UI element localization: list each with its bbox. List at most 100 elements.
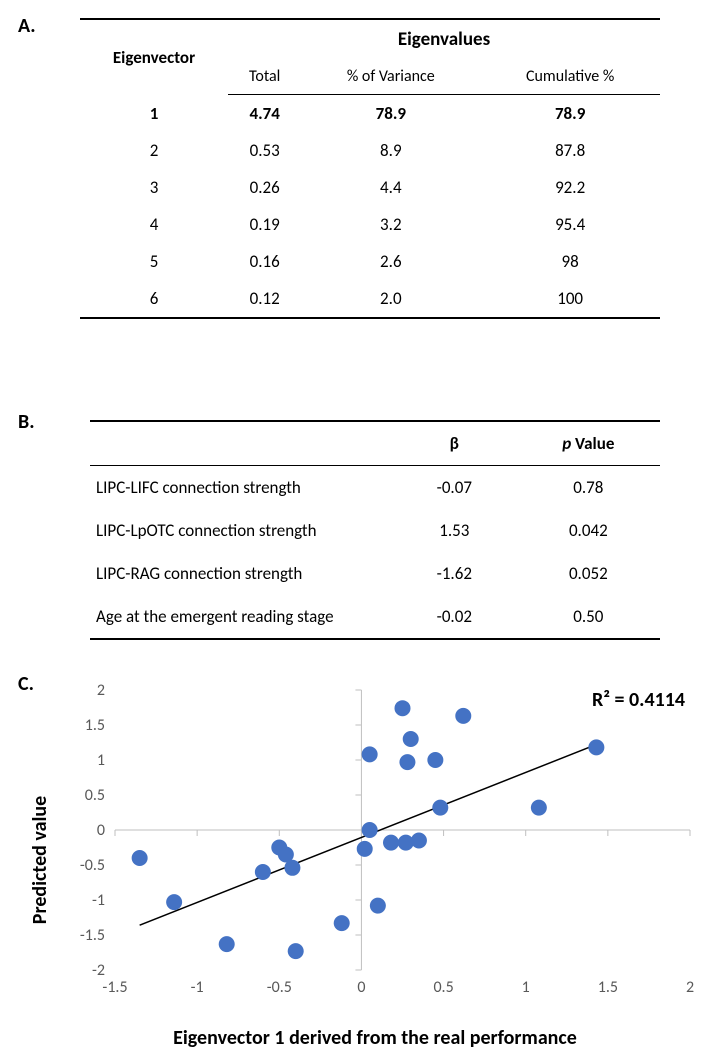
x-tick-label: 1: [522, 978, 530, 997]
data-point: [288, 943, 304, 959]
table-cell: 4: [80, 206, 228, 243]
data-point: [411, 833, 427, 849]
regression-table: β p Value LIPC-LIFC connection strength-…: [90, 420, 660, 640]
data-point: [399, 754, 415, 770]
table-b-col-pvalue: p Value: [517, 421, 660, 466]
table-row: LIPC-LpOTC connection strength1.530.042: [90, 509, 660, 552]
p-value: 0.042: [517, 509, 660, 552]
table-cell: 1: [80, 95, 228, 133]
table-cell: 4.74: [228, 95, 301, 133]
table-b-body: LIPC-LIFC connection strength-0.070.78LI…: [90, 466, 660, 640]
table-a-col-cum: Cumulative %: [480, 59, 660, 95]
y-tick-label: -0.5: [80, 856, 105, 875]
table-a-body: 14.7478.978.920.538.987.830.264.492.240.…: [80, 95, 660, 319]
table-cell: 0.53: [228, 132, 301, 169]
data-point: [403, 731, 419, 747]
table-cell: 3: [80, 169, 228, 206]
y-tick-label: -2: [92, 961, 105, 980]
beta-value: -0.02: [392, 595, 517, 639]
table-cell: 6: [80, 280, 228, 318]
data-point: [395, 700, 411, 716]
x-tick-label: 0: [357, 978, 365, 997]
table-a-col-var: % of Variance: [301, 59, 480, 95]
table-b-col-empty: [90, 421, 392, 466]
table-cell: 2.6: [301, 243, 480, 280]
beta-value: 1.53: [392, 509, 517, 552]
p-value: 0.50: [517, 595, 660, 639]
predictor-name: LIPC-RAG connection strength: [90, 552, 392, 595]
table-cell: 2: [80, 132, 228, 169]
y-tick-label: 0: [97, 821, 105, 840]
y-tick-label: -1: [92, 891, 105, 910]
panel-a-label: A.: [18, 14, 36, 38]
y-tick-label: 1: [97, 751, 105, 770]
p-italic: p: [562, 433, 571, 454]
data-point: [588, 739, 604, 755]
data-point: [427, 752, 443, 768]
table-cell: 2.0: [301, 280, 480, 318]
data-point: [370, 898, 386, 914]
table-cell: 78.9: [301, 95, 480, 133]
x-tick-label: -0.5: [267, 978, 292, 997]
p-value: 0.78: [517, 466, 660, 510]
table-cell: 3.2: [301, 206, 480, 243]
data-point: [166, 894, 182, 910]
table-cell: 95.4: [480, 206, 660, 243]
table-a-col-total: Total: [228, 59, 301, 95]
data-point: [255, 864, 271, 880]
table-b-col-beta: β: [392, 421, 517, 466]
data-point: [284, 860, 300, 876]
predictor-name: LIPC-LpOTC connection strength: [90, 509, 392, 552]
table-cell: 8.9: [301, 132, 480, 169]
beta-value: -0.07: [392, 466, 517, 510]
table-row: LIPC-LIFC connection strength-0.070.78: [90, 466, 660, 510]
y-tick-label: 0.5: [85, 786, 105, 805]
data-point: [362, 746, 378, 762]
data-point: [432, 800, 448, 816]
data-point: [455, 708, 471, 724]
table-cell: 98: [480, 243, 660, 280]
x-tick-label: -1: [191, 978, 204, 997]
data-point: [383, 835, 399, 851]
y-tick-label: -1.5: [80, 926, 105, 945]
data-point: [531, 800, 547, 816]
data-point: [219, 936, 235, 952]
eigenvalue-table: Eigenvector Eigenvalues Total % of Varia…: [80, 18, 660, 319]
p-suffix: Value: [571, 433, 614, 454]
predictor-name: LIPC-LIFC connection strength: [90, 466, 392, 510]
x-tick-label: 1.5: [598, 978, 618, 997]
chart-ylabel: Predicted value: [28, 796, 52, 924]
table-row: 20.538.987.8: [80, 132, 660, 169]
table-row: 40.193.295.4: [80, 206, 660, 243]
table-cell: 0.16: [228, 243, 301, 280]
data-point: [357, 841, 373, 857]
data-point: [362, 822, 378, 838]
table-row: 30.264.492.2: [80, 169, 660, 206]
table-row: 14.7478.978.9: [80, 95, 660, 133]
table-cell: 92.2: [480, 169, 660, 206]
table-cell: 4.4: [301, 169, 480, 206]
x-tick-label: -1.5: [102, 978, 127, 997]
table-a-superheader: Eigenvalues: [228, 19, 660, 59]
panel-b-label: B.: [18, 410, 35, 434]
data-point: [132, 850, 148, 866]
panel-c-label: C.: [18, 672, 34, 696]
table-cell: 5: [80, 243, 228, 280]
beta-value: -1.62: [392, 552, 517, 595]
table-cell: 0.12: [228, 280, 301, 318]
chart-xlabel: Eigenvector 1 derived from the real perf…: [45, 1026, 705, 1050]
table-cell: 100: [480, 280, 660, 318]
table-cell: 87.8: [480, 132, 660, 169]
table-row: Age at the emergent reading stage-0.020.…: [90, 595, 660, 639]
scatter-plot: Predicted value R² = 0.4114 -1.5-1-0.500…: [45, 680, 705, 1040]
figure-root: A. Eigenvector Eigenvalues Total % of Va…: [0, 0, 723, 1050]
table-row: 50.162.698: [80, 243, 660, 280]
table-cell: 0.26: [228, 169, 301, 206]
x-tick-label: 2: [686, 978, 694, 997]
y-tick-label: 2: [97, 681, 105, 700]
y-tick-label: 1.5: [85, 716, 105, 735]
x-tick-label: 0.5: [433, 978, 453, 997]
predictor-name: Age at the emergent reading stage: [90, 595, 392, 639]
table-row: 60.122.0100: [80, 280, 660, 318]
table-cell: 78.9: [480, 95, 660, 133]
